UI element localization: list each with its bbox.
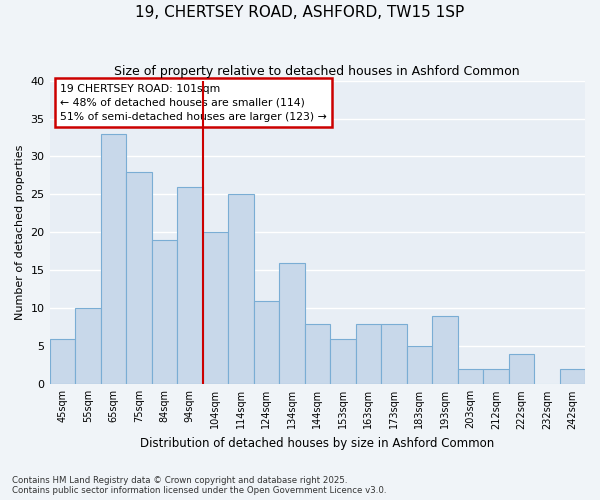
Bar bbox=[432, 316, 458, 384]
Bar bbox=[101, 134, 126, 384]
Bar bbox=[330, 338, 356, 384]
Bar bbox=[126, 172, 152, 384]
Bar bbox=[75, 308, 101, 384]
Bar bbox=[483, 369, 509, 384]
Text: Contains HM Land Registry data © Crown copyright and database right 2025.
Contai: Contains HM Land Registry data © Crown c… bbox=[12, 476, 386, 495]
Bar bbox=[152, 240, 177, 384]
Bar bbox=[407, 346, 432, 385]
Bar bbox=[279, 263, 305, 384]
Bar bbox=[228, 194, 254, 384]
Text: 19 CHERTSEY ROAD: 101sqm
← 48% of detached houses are smaller (114)
51% of semi-: 19 CHERTSEY ROAD: 101sqm ← 48% of detach… bbox=[60, 84, 327, 122]
Bar bbox=[177, 187, 203, 384]
Text: 19, CHERTSEY ROAD, ASHFORD, TW15 1SP: 19, CHERTSEY ROAD, ASHFORD, TW15 1SP bbox=[136, 5, 464, 20]
Bar bbox=[203, 232, 228, 384]
Bar bbox=[254, 301, 279, 384]
Bar bbox=[50, 338, 75, 384]
Title: Size of property relative to detached houses in Ashford Common: Size of property relative to detached ho… bbox=[115, 65, 520, 78]
Bar bbox=[458, 369, 483, 384]
Bar bbox=[305, 324, 330, 384]
Bar bbox=[560, 369, 585, 384]
Bar bbox=[356, 324, 381, 384]
X-axis label: Distribution of detached houses by size in Ashford Common: Distribution of detached houses by size … bbox=[140, 437, 494, 450]
Y-axis label: Number of detached properties: Number of detached properties bbox=[15, 144, 25, 320]
Bar bbox=[509, 354, 534, 384]
Bar bbox=[381, 324, 407, 384]
